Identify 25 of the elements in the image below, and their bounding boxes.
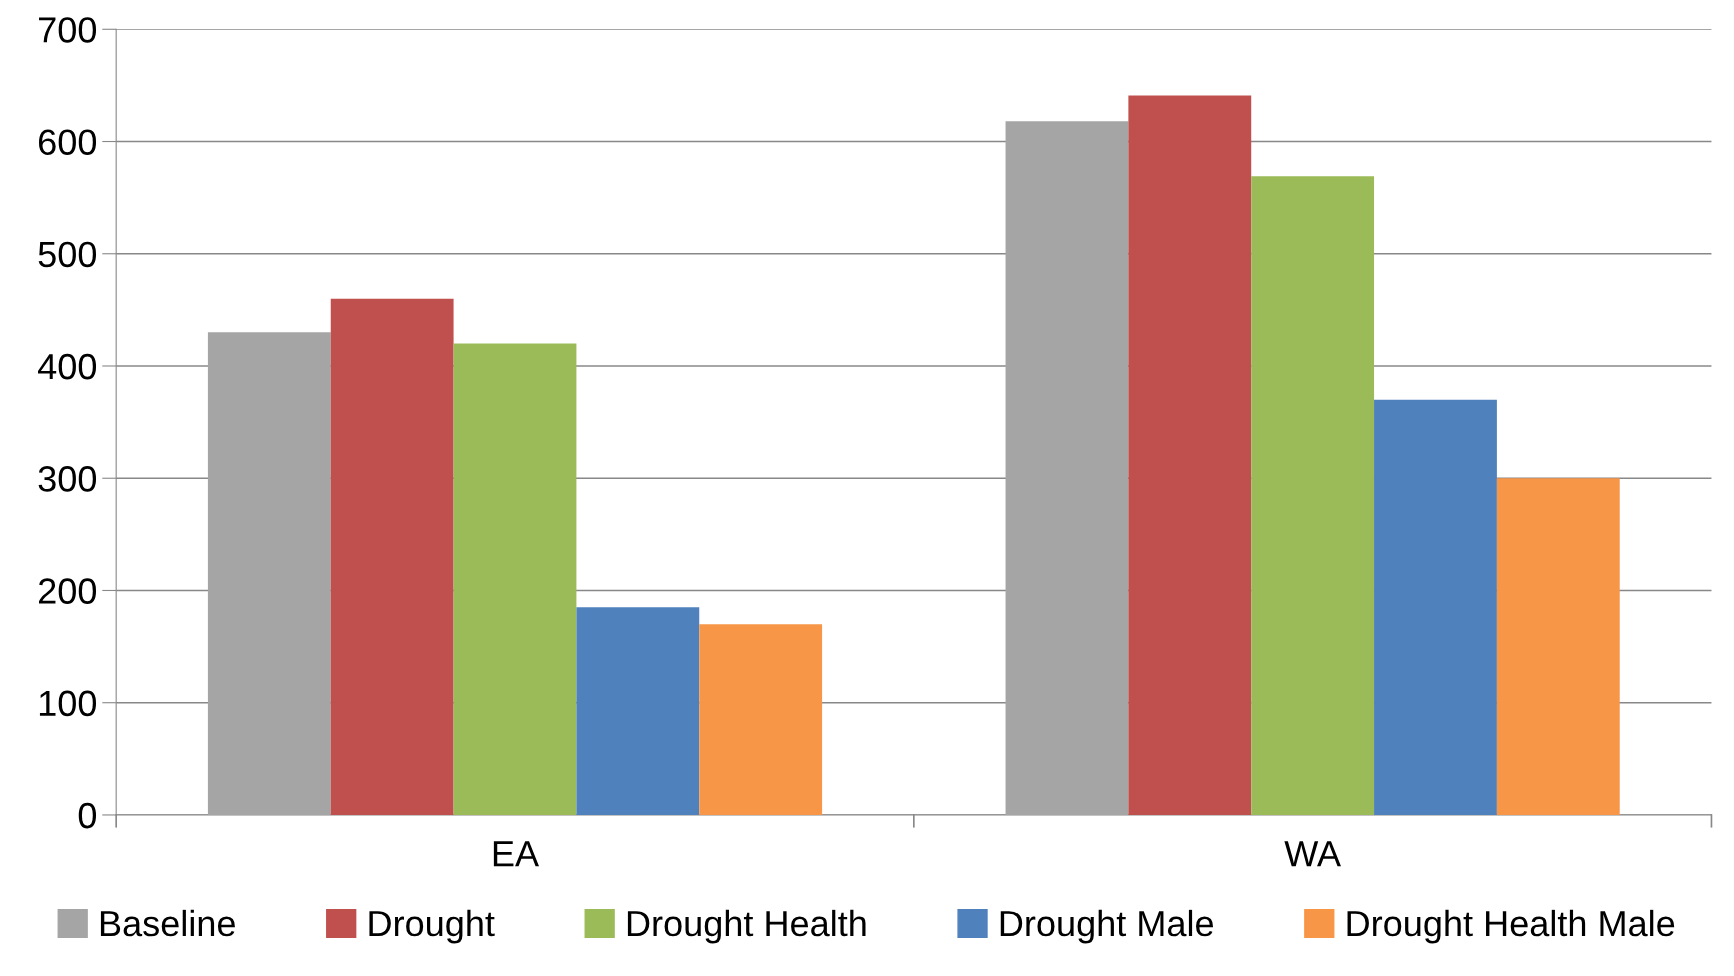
- y-tick-label: 700: [39, 17, 97, 43]
- y-tick-label: 600: [39, 129, 97, 155]
- legend-label: Baseline: [100, 909, 235, 937]
- legend-label: Drought Male: [1000, 909, 1213, 944]
- bar: [1496, 478, 1620, 815]
- bar: [330, 298, 454, 815]
- legend-label: Drought: [369, 909, 495, 944]
- bar: [1251, 176, 1375, 815]
- bar: [576, 607, 700, 815]
- y-tick-label: 0: [78, 802, 97, 829]
- y-tick-label: 500: [38, 241, 97, 268]
- bar: [699, 624, 823, 815]
- bar: [207, 332, 331, 815]
- bar: [1374, 399, 1497, 815]
- x-tick-label: EA: [493, 841, 540, 867]
- bar: [1005, 121, 1129, 815]
- y-tick-label: 100: [39, 690, 97, 717]
- legend-label: Drought Health Male: [1347, 909, 1675, 944]
- legend-label: Drought Health: [627, 909, 866, 944]
- x-tick-label: WA: [1284, 841, 1341, 867]
- y-tick-label: 200: [39, 578, 97, 604]
- bar: [453, 343, 577, 815]
- y-tick-label: 300: [38, 466, 97, 492]
- y-tick-label: 400: [38, 353, 97, 380]
- bar: [1128, 95, 1252, 815]
